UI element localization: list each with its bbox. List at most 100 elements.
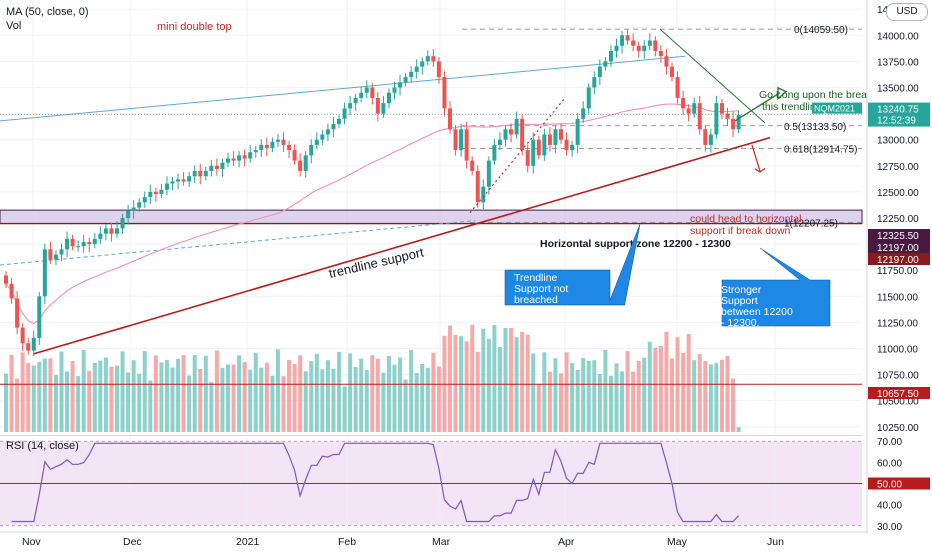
candle-88 xyxy=(492,144,497,161)
candle-79 xyxy=(442,77,447,109)
rsi-tick-label-4: 70.00 xyxy=(877,437,902,448)
volume-bar-57 xyxy=(320,369,325,432)
candle-41 xyxy=(231,158,236,161)
volume-bar-74 xyxy=(414,373,419,432)
candle-9 xyxy=(53,254,58,260)
x-tick-label-3: Feb xyxy=(338,536,356,548)
candle-129 xyxy=(719,103,724,114)
volume-bar-68 xyxy=(381,372,386,432)
volume-bar-84 xyxy=(470,324,475,432)
volume-bar-122 xyxy=(681,352,686,432)
x-tick-label-7: Jun xyxy=(767,536,784,548)
candle-17 xyxy=(98,233,103,239)
candle-63 xyxy=(353,97,358,104)
candle-54 xyxy=(303,155,308,172)
candle-55 xyxy=(309,144,314,156)
candle-24 xyxy=(137,202,142,208)
candle-70 xyxy=(392,87,397,93)
candle-68 xyxy=(381,103,386,114)
volume-bar-119 xyxy=(664,331,669,432)
volume-bar-65 xyxy=(364,370,369,432)
volume-bar-16 xyxy=(92,362,97,432)
volume-bar-1 xyxy=(9,354,14,432)
callout-right-bubble xyxy=(721,247,831,327)
rsi-legend: RSI (14, close) xyxy=(6,440,79,452)
volume-bar-64 xyxy=(359,358,364,432)
candle-36 xyxy=(203,171,208,177)
volume-bar-128 xyxy=(714,362,719,432)
volume-bar-80 xyxy=(448,325,452,432)
candle-22 xyxy=(126,210,131,218)
fib-label-0: 0(14059.50) xyxy=(794,25,848,36)
candle-20 xyxy=(115,228,119,234)
volume-bar-117 xyxy=(653,347,658,432)
candle-56 xyxy=(314,139,319,145)
candle-37 xyxy=(209,165,214,172)
volume-bar-88 xyxy=(492,324,497,432)
candle-119 xyxy=(664,56,669,67)
volume-bar-86 xyxy=(481,328,486,432)
candle-5 xyxy=(31,338,36,351)
volume-bar-76 xyxy=(425,367,430,432)
candle-43 xyxy=(242,155,247,159)
candle-107 xyxy=(597,66,602,78)
x-tick-label-6: May xyxy=(667,536,688,548)
candle-106 xyxy=(592,77,597,88)
candle-81 xyxy=(453,129,458,151)
x-tick-label-1: Dec xyxy=(123,536,142,548)
volume-bar-61 xyxy=(342,386,347,432)
candle-48 xyxy=(270,141,275,149)
volume-bar-47 xyxy=(264,362,269,432)
price-axis-bg xyxy=(867,0,932,550)
volume-bar-129 xyxy=(719,359,724,432)
candle-116 xyxy=(647,40,652,46)
volume-bar-53 xyxy=(298,355,303,432)
volume-bar-4 xyxy=(26,363,31,432)
volume-bar-97 xyxy=(542,352,547,432)
candle-122 xyxy=(681,97,686,109)
candle-6 xyxy=(37,296,42,339)
candle-52 xyxy=(292,150,297,161)
y-tick-label-9: 12500.00 xyxy=(877,188,919,199)
candle-72 xyxy=(403,77,408,83)
volume-bar-93 xyxy=(520,331,525,432)
breakdown-arrow-head xyxy=(754,167,766,173)
volume-bar-23 xyxy=(131,360,136,432)
candle-73 xyxy=(409,71,414,78)
candle-77 xyxy=(431,56,436,62)
rsi-value-tag-label: 50.00 xyxy=(877,480,902,491)
y-tick-label-5: 11500.00 xyxy=(877,292,918,303)
candle-117 xyxy=(653,40,658,51)
symbol-tag-label: NQM2021 xyxy=(814,104,855,114)
candle-109 xyxy=(608,50,613,62)
candle-128 xyxy=(714,103,719,135)
volume-bar-12 xyxy=(70,360,75,432)
volume-bar-27 xyxy=(153,355,158,432)
candle-13 xyxy=(76,246,81,248)
volume-bar-96 xyxy=(536,384,541,432)
volume-bar-19 xyxy=(109,366,114,432)
candle-29 xyxy=(164,183,169,190)
ma-legend[interactable]: MA (50, close, 0) xyxy=(6,6,89,18)
trendline-support xyxy=(33,136,771,355)
x-tick-label-2: 2021 xyxy=(236,536,260,548)
volume-bar-40 xyxy=(226,364,230,432)
candle-118 xyxy=(658,50,663,57)
volume-bar-8 xyxy=(48,358,53,432)
volume-bar-31 xyxy=(176,358,181,432)
volume-bar-5 xyxy=(31,365,36,432)
price-tag-1 xyxy=(868,241,930,253)
candle-60 xyxy=(337,118,341,125)
volume-bar-66 xyxy=(370,355,375,432)
y-tick-label-1: 10500.00 xyxy=(877,397,919,408)
volume-bar-9 xyxy=(53,374,58,432)
volume-bar-124 xyxy=(692,360,697,432)
volume-bar-116 xyxy=(647,341,652,432)
currency-button[interactable]: USD xyxy=(886,3,928,21)
symbol-tag-bg xyxy=(812,102,862,114)
volume-bar-130 xyxy=(725,356,730,432)
volume-legend[interactable]: Vol xyxy=(6,20,22,32)
candle-57 xyxy=(320,134,325,140)
